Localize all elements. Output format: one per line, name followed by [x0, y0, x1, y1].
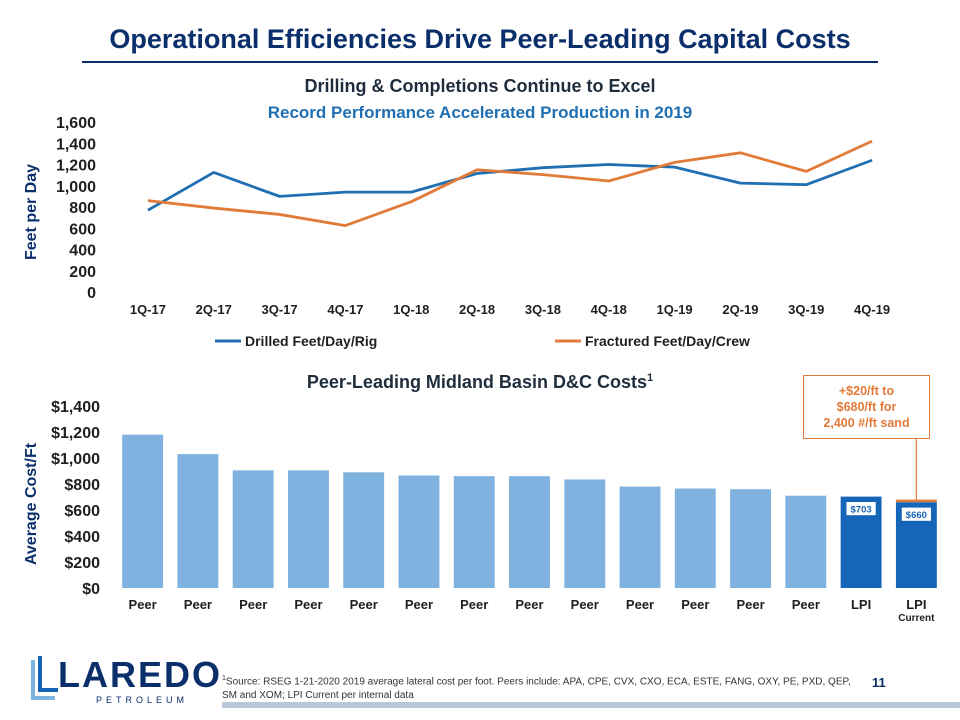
peer-bar [287, 470, 329, 588]
bar-x-tick-label: Peer [460, 597, 488, 612]
footnote-text: Source: RSEG 1-21-2020 2019 average late… [222, 676, 851, 702]
bar-x-tick-label: Peer [792, 597, 820, 612]
source-footnote: 1Source: RSEG 1-21-2020 2019 average lat… [222, 672, 862, 703]
line-x-tick-label: 2Q-18 [459, 302, 495, 317]
bar-x-tick-label: LPI [906, 597, 926, 612]
line-x-tick-label: 3Q-19 [788, 302, 824, 317]
bar-y-tick-label: $800 [64, 477, 100, 494]
bar-y-tick-label: $200 [64, 555, 100, 572]
peer-bar [177, 454, 219, 588]
bar-x-tick-label: Peer [405, 597, 433, 612]
peer-bar [453, 476, 495, 588]
peer-bar [232, 470, 274, 588]
bar-y-tick-label: $1,000 [51, 451, 100, 468]
bar-x-tick-label: Peer [294, 597, 322, 612]
bar-x-tick-label: Peer [184, 597, 212, 612]
line-x-tick-label: 3Q-17 [262, 302, 298, 317]
line-x-tick-label: 1Q-17 [130, 302, 166, 317]
bar-x-tick-label: Peer [129, 597, 157, 612]
line-x-tick-label: 1Q-19 [657, 302, 693, 317]
footnote-mark: 1 [222, 675, 226, 682]
peer-bar [564, 479, 606, 588]
bar-chart-title: Peer-Leading Midland Basin D&C Costs1 [0, 372, 960, 393]
line-y-tick-label: 800 [69, 200, 96, 217]
bar-y-axis-label: Average Cost/Ft [23, 442, 40, 565]
line-x-tick-label: 4Q-17 [327, 302, 363, 317]
series-line-fractured [147, 139, 873, 227]
line-y-tick-label: 600 [69, 221, 96, 238]
bar-x-tick-label: Peer [736, 597, 764, 612]
line-y-tick-label: 400 [69, 243, 96, 260]
legend-label-fractured: Fractured Feet/Day/Crew [585, 333, 750, 349]
line-y-tick-label: 0 [87, 285, 96, 302]
peer-bar [730, 489, 772, 588]
line-chart: 0 200 400 600 800 1,000 1,200 1,400 1,600 1Q-17 2Q… [23, 115, 890, 349]
bar-y-tick-label: $0 [82, 581, 100, 598]
bar-x-tick-label: Peer [626, 597, 654, 612]
bar-x-tick-label: Peer [239, 597, 267, 612]
bar-x-tick-label: Peer [350, 597, 378, 612]
peer-bar [674, 488, 716, 588]
peer-bar [343, 472, 385, 588]
company-logo: LAREDO PETROLEUM [28, 654, 220, 710]
bar-x-tick-sublabel: Current [898, 613, 935, 624]
footer-bar [222, 702, 960, 708]
bar-chart: $0 $200 $400 $600 $800 $1,000 $1,200 $1,400 Aver… [23, 399, 937, 624]
callout-line-2: $680/ft for [836, 400, 897, 414]
page-number: 11 [872, 675, 886, 690]
logo-subtitle: PETROLEUM [96, 695, 189, 705]
line-y-tick-label: 1,200 [56, 158, 96, 175]
line-y-tick-label: 1,600 [56, 115, 96, 132]
peer-bar [619, 486, 661, 588]
line-x-tick-label: 4Q-18 [591, 302, 627, 317]
line-y-tick-label: 1,400 [56, 136, 96, 153]
line-x-tick-label: 2Q-17 [196, 302, 232, 317]
line-x-tick-label: 2Q-19 [722, 302, 758, 317]
bar-x-tick-label: Peer [681, 597, 709, 612]
peer-bar [785, 495, 827, 588]
page-title: Operational Efficiencies Drive Peer-Lead… [109, 24, 851, 54]
callout-line-1: +$20/ft to [838, 384, 895, 398]
legend-label-drilled: Drilled Feet/Day/Rig [245, 333, 377, 349]
line-x-tick-label: 1Q-18 [393, 302, 429, 317]
title-underline [82, 61, 878, 63]
logo-wordmark: LAREDO [58, 654, 222, 695]
line-y-axis-label: Feet per Day [23, 164, 40, 260]
bar-y-tick-label: $400 [64, 529, 100, 546]
bar-x-tick-label: Peer [515, 597, 543, 612]
peer-bar [509, 476, 550, 588]
bar-x-tick-label: Peer [571, 597, 599, 612]
bar-data-label: $703 [851, 505, 872, 516]
bar-data-label: $660 [906, 510, 927, 521]
bar-y-tick-label: $1,200 [51, 425, 100, 442]
series-line-drilled [147, 158, 873, 212]
bar-chart-title-footnote-mark: 1 [646, 372, 654, 384]
peer-bar [122, 434, 164, 588]
bar-x-tick-label: LPI [851, 597, 871, 612]
line-y-tick-label: 1,000 [56, 179, 96, 196]
bar-data-label-box [900, 506, 932, 522]
line-x-tick-label: 3Q-18 [525, 302, 561, 317]
peer-bar [398, 475, 440, 588]
bar-chart-title-text: Peer-Leading Midland Basin D&C Costs [306, 372, 647, 392]
sand-cost-callout: +$20/ft to $680/ft for 2,400 #/ft sand [803, 375, 930, 439]
callout-line-3: 2,400 #/ft sand [823, 416, 910, 430]
bar-y-tick-label: $600 [64, 503, 100, 520]
bar-y-tick-label: $1,400 [51, 399, 100, 416]
line-chart-title: Drilling & Completions Continue to Excel [304, 76, 656, 96]
line-x-tick-label: 4Q-19 [854, 302, 890, 317]
line-y-tick-label: 200 [69, 264, 96, 281]
line-chart-subtitle: Record Performance Accelerated Productio… [267, 103, 693, 122]
sand-increment-segment [895, 499, 937, 503]
bar-data-label-box [845, 501, 877, 517]
logo-mark-icon [31, 656, 58, 700]
